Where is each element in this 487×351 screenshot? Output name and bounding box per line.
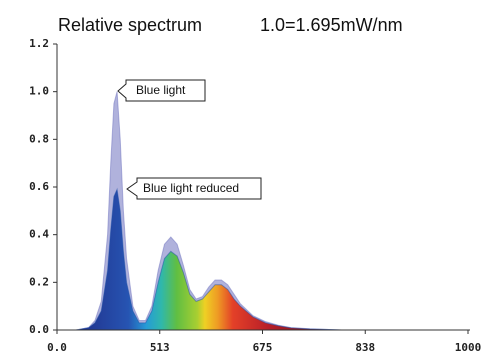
annotation-text: Blue light reduced [143, 181, 239, 195]
x-tick-label: 513 [150, 341, 170, 351]
chart-subtitle: 1.0=1.695mW/nm [260, 15, 403, 35]
x-tick-label: 838 [355, 341, 375, 351]
y-tick-label: 1.2 [29, 37, 49, 50]
x-tick-label: 1000 [455, 341, 482, 351]
y-tick-label: 0.6 [29, 180, 49, 193]
axes: 0.0 0.2 0.4 0.6 0.8 1.0 1.2 0.0 513 675 838 1000 [29, 37, 481, 351]
annotation-text: Blue light [136, 83, 186, 97]
callout-box [126, 177, 262, 200]
x-tick-label: 675 [253, 341, 273, 351]
annotation: Blue light [117, 79, 206, 102]
annotation: Blue light reduced [126, 177, 262, 200]
x-tick-label: 0.0 [47, 341, 67, 351]
y-tick-label: 0.0 [29, 323, 49, 336]
callout-box [117, 79, 206, 102]
chart-title: Relative spectrum [58, 15, 202, 35]
y-tick-label: 1.0 [29, 85, 49, 98]
y-tick-label: 0.2 [29, 275, 49, 288]
plot-area [75, 91, 342, 331]
spectrum-area [75, 187, 342, 331]
y-tick-label: 0.8 [29, 132, 49, 145]
y-tick-label: 0.4 [29, 228, 49, 241]
